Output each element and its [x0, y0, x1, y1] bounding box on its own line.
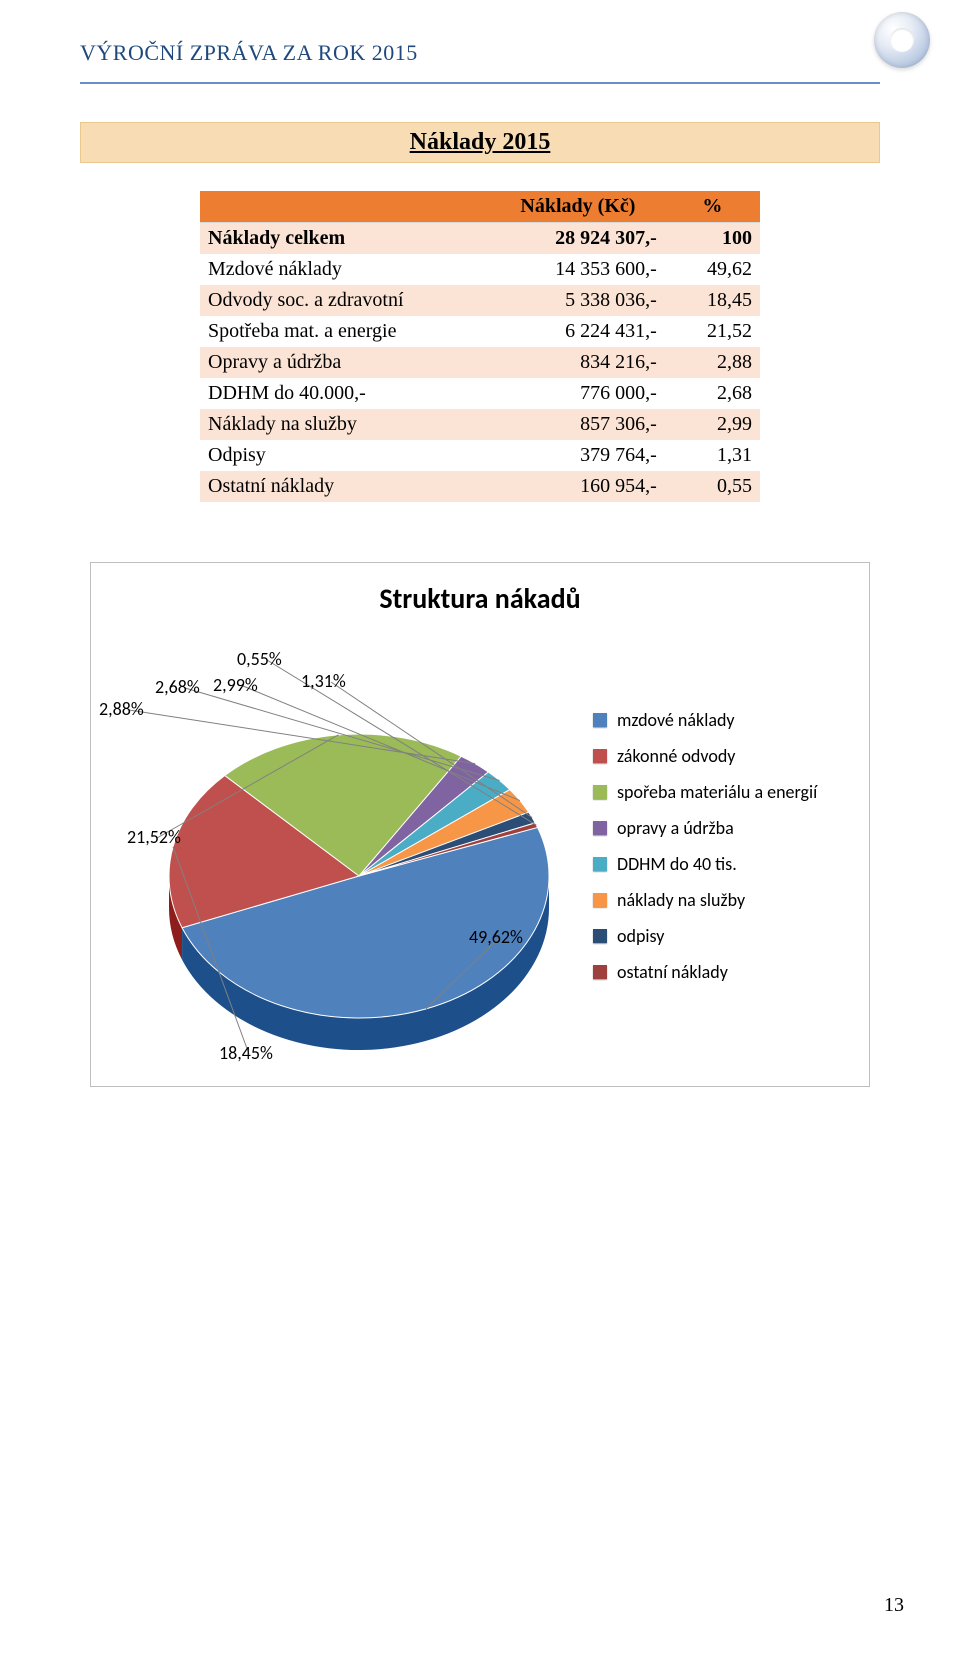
cell-value: 160 954,-: [491, 471, 665, 502]
table-row: Náklady celkem28 924 307,-100: [200, 223, 760, 255]
section-title: Náklady 2015: [410, 129, 551, 155]
legend-label: opravy a údržba: [617, 817, 734, 839]
cell-label: Ostatní náklady: [200, 471, 491, 502]
cell-pct: 21,52: [665, 316, 760, 347]
legend-item-odvody: zákonné odvody: [593, 745, 817, 767]
costs-table: Náklady (Kč) % Náklady celkem28 924 307,…: [200, 191, 760, 502]
cell-pct: 0,55: [665, 471, 760, 502]
legend-label: mzdové náklady: [617, 709, 735, 731]
header-rule: [80, 82, 880, 84]
table-row: Spotřeba mat. a energie6 224 431,-21,52: [200, 316, 760, 347]
cell-pct: 1,31: [665, 440, 760, 471]
data-label-spotr: 21,52%: [127, 826, 181, 848]
cell-label: DDHM do 40.000,-: [200, 378, 491, 409]
pie-chart: 49,62%18,45%21,52%2,88%2,68%2,99%1,31%0,…: [109, 626, 569, 1066]
cell-value: 834 216,-: [491, 347, 665, 378]
cell-pct: 100: [665, 223, 760, 255]
legend-item-ostatni: ostatní náklady: [593, 961, 817, 983]
section-band: Náklady 2015: [80, 122, 880, 163]
legend-label: odpisy: [617, 925, 664, 947]
legend-item-opravy: opravy a údržba: [593, 817, 817, 839]
legend-item-spotr: spořeba materiálu a energií: [593, 781, 817, 803]
data-label-opravy: 2,88%: [99, 698, 144, 720]
legend-label: ostatní náklady: [617, 961, 728, 983]
cell-pct: 18,45: [665, 285, 760, 316]
cell-label: Odpisy: [200, 440, 491, 471]
data-label-sluzby: 2,99%: [213, 674, 258, 696]
table-row: Ostatní náklady160 954,-0,55: [200, 471, 760, 502]
table-row: DDHM do 40.000,-776 000,-2,68: [200, 378, 760, 409]
cell-pct: 2,99: [665, 409, 760, 440]
cell-label: Mzdové náklady: [200, 254, 491, 285]
cell-label: Opravy a údržba: [200, 347, 491, 378]
cell-label: Spotřeba mat. a energie: [200, 316, 491, 347]
legend-swatch: [593, 929, 607, 943]
cell-value: 776 000,-: [491, 378, 665, 409]
page-number: 13: [884, 1594, 904, 1617]
cell-pct: 2,68: [665, 378, 760, 409]
legend-label: náklady na služby: [617, 889, 745, 911]
legend-swatch: [593, 965, 607, 979]
cell-label: Náklady celkem: [200, 223, 491, 255]
cell-pct: 2,88: [665, 347, 760, 378]
cell-value: 14 353 600,-: [491, 254, 665, 285]
table-row: Opravy a údržba834 216,-2,88: [200, 347, 760, 378]
table-row: Náklady na služby857 306,-2,99: [200, 409, 760, 440]
legend-swatch: [593, 821, 607, 835]
chart-legend: mzdové náklady zákonné odvody spořeba mate…: [593, 709, 817, 983]
chart-title: Struktura nákadů: [109, 581, 851, 616]
table-row: Odpisy379 764,-1,31: [200, 440, 760, 471]
cell-value: 5 338 036,-: [491, 285, 665, 316]
data-label-ostatni: 0,55%: [237, 648, 282, 670]
legend-swatch: [593, 893, 607, 907]
table-row: Odvody soc. a zdravotní5 338 036,-18,45: [200, 285, 760, 316]
legend-swatch: [593, 749, 607, 763]
page-header: VÝROČNÍ ZPRÁVA ZA ROK 2015: [80, 40, 880, 90]
table-row: Mzdové náklady14 353 600,-49,62: [200, 254, 760, 285]
legend-label: zákonné odvody: [617, 745, 735, 767]
col-empty: [200, 191, 491, 223]
data-label-mzdove: 49,62%: [469, 926, 523, 948]
legend-swatch: [593, 785, 607, 799]
cell-value: 857 306,-: [491, 409, 665, 440]
col-value: Náklady (Kč): [491, 191, 665, 223]
legend-swatch: [593, 713, 607, 727]
legend-label: spořeba materiálu a energií: [617, 781, 817, 803]
data-label-odpisy: 1,31%: [301, 670, 346, 692]
legend-item-sluzby: náklady na služby: [593, 889, 817, 911]
col-pct: %: [665, 191, 760, 223]
cell-label: Odvody soc. a zdravotní: [200, 285, 491, 316]
legend-item-ddhm: DDHM do 40 tis.: [593, 853, 817, 875]
legend-swatch: [593, 857, 607, 871]
cell-pct: 49,62: [665, 254, 760, 285]
chart-box: Struktura nákadů 49,62% 18,45% 21,52% 2,88%…: [90, 562, 870, 1087]
legend-item-odpisy: odpisy: [593, 925, 817, 947]
cell-label: Náklady na služby: [200, 409, 491, 440]
report-title: VÝROČNÍ ZPRÁVA ZA ROK 2015: [80, 40, 418, 65]
cell-value: 28 924 307,-: [491, 223, 665, 255]
legend-label: DDHM do 40 tis.: [617, 853, 737, 875]
data-label-odvody: 18,45%: [219, 1042, 273, 1064]
cell-value: 6 224 431,-: [491, 316, 665, 347]
ring-icon: [874, 12, 930, 68]
legend-item-mzdove: mzdové náklady: [593, 709, 817, 731]
data-label-ddhm: 2,68%: [155, 676, 200, 698]
cell-value: 379 764,-: [491, 440, 665, 471]
